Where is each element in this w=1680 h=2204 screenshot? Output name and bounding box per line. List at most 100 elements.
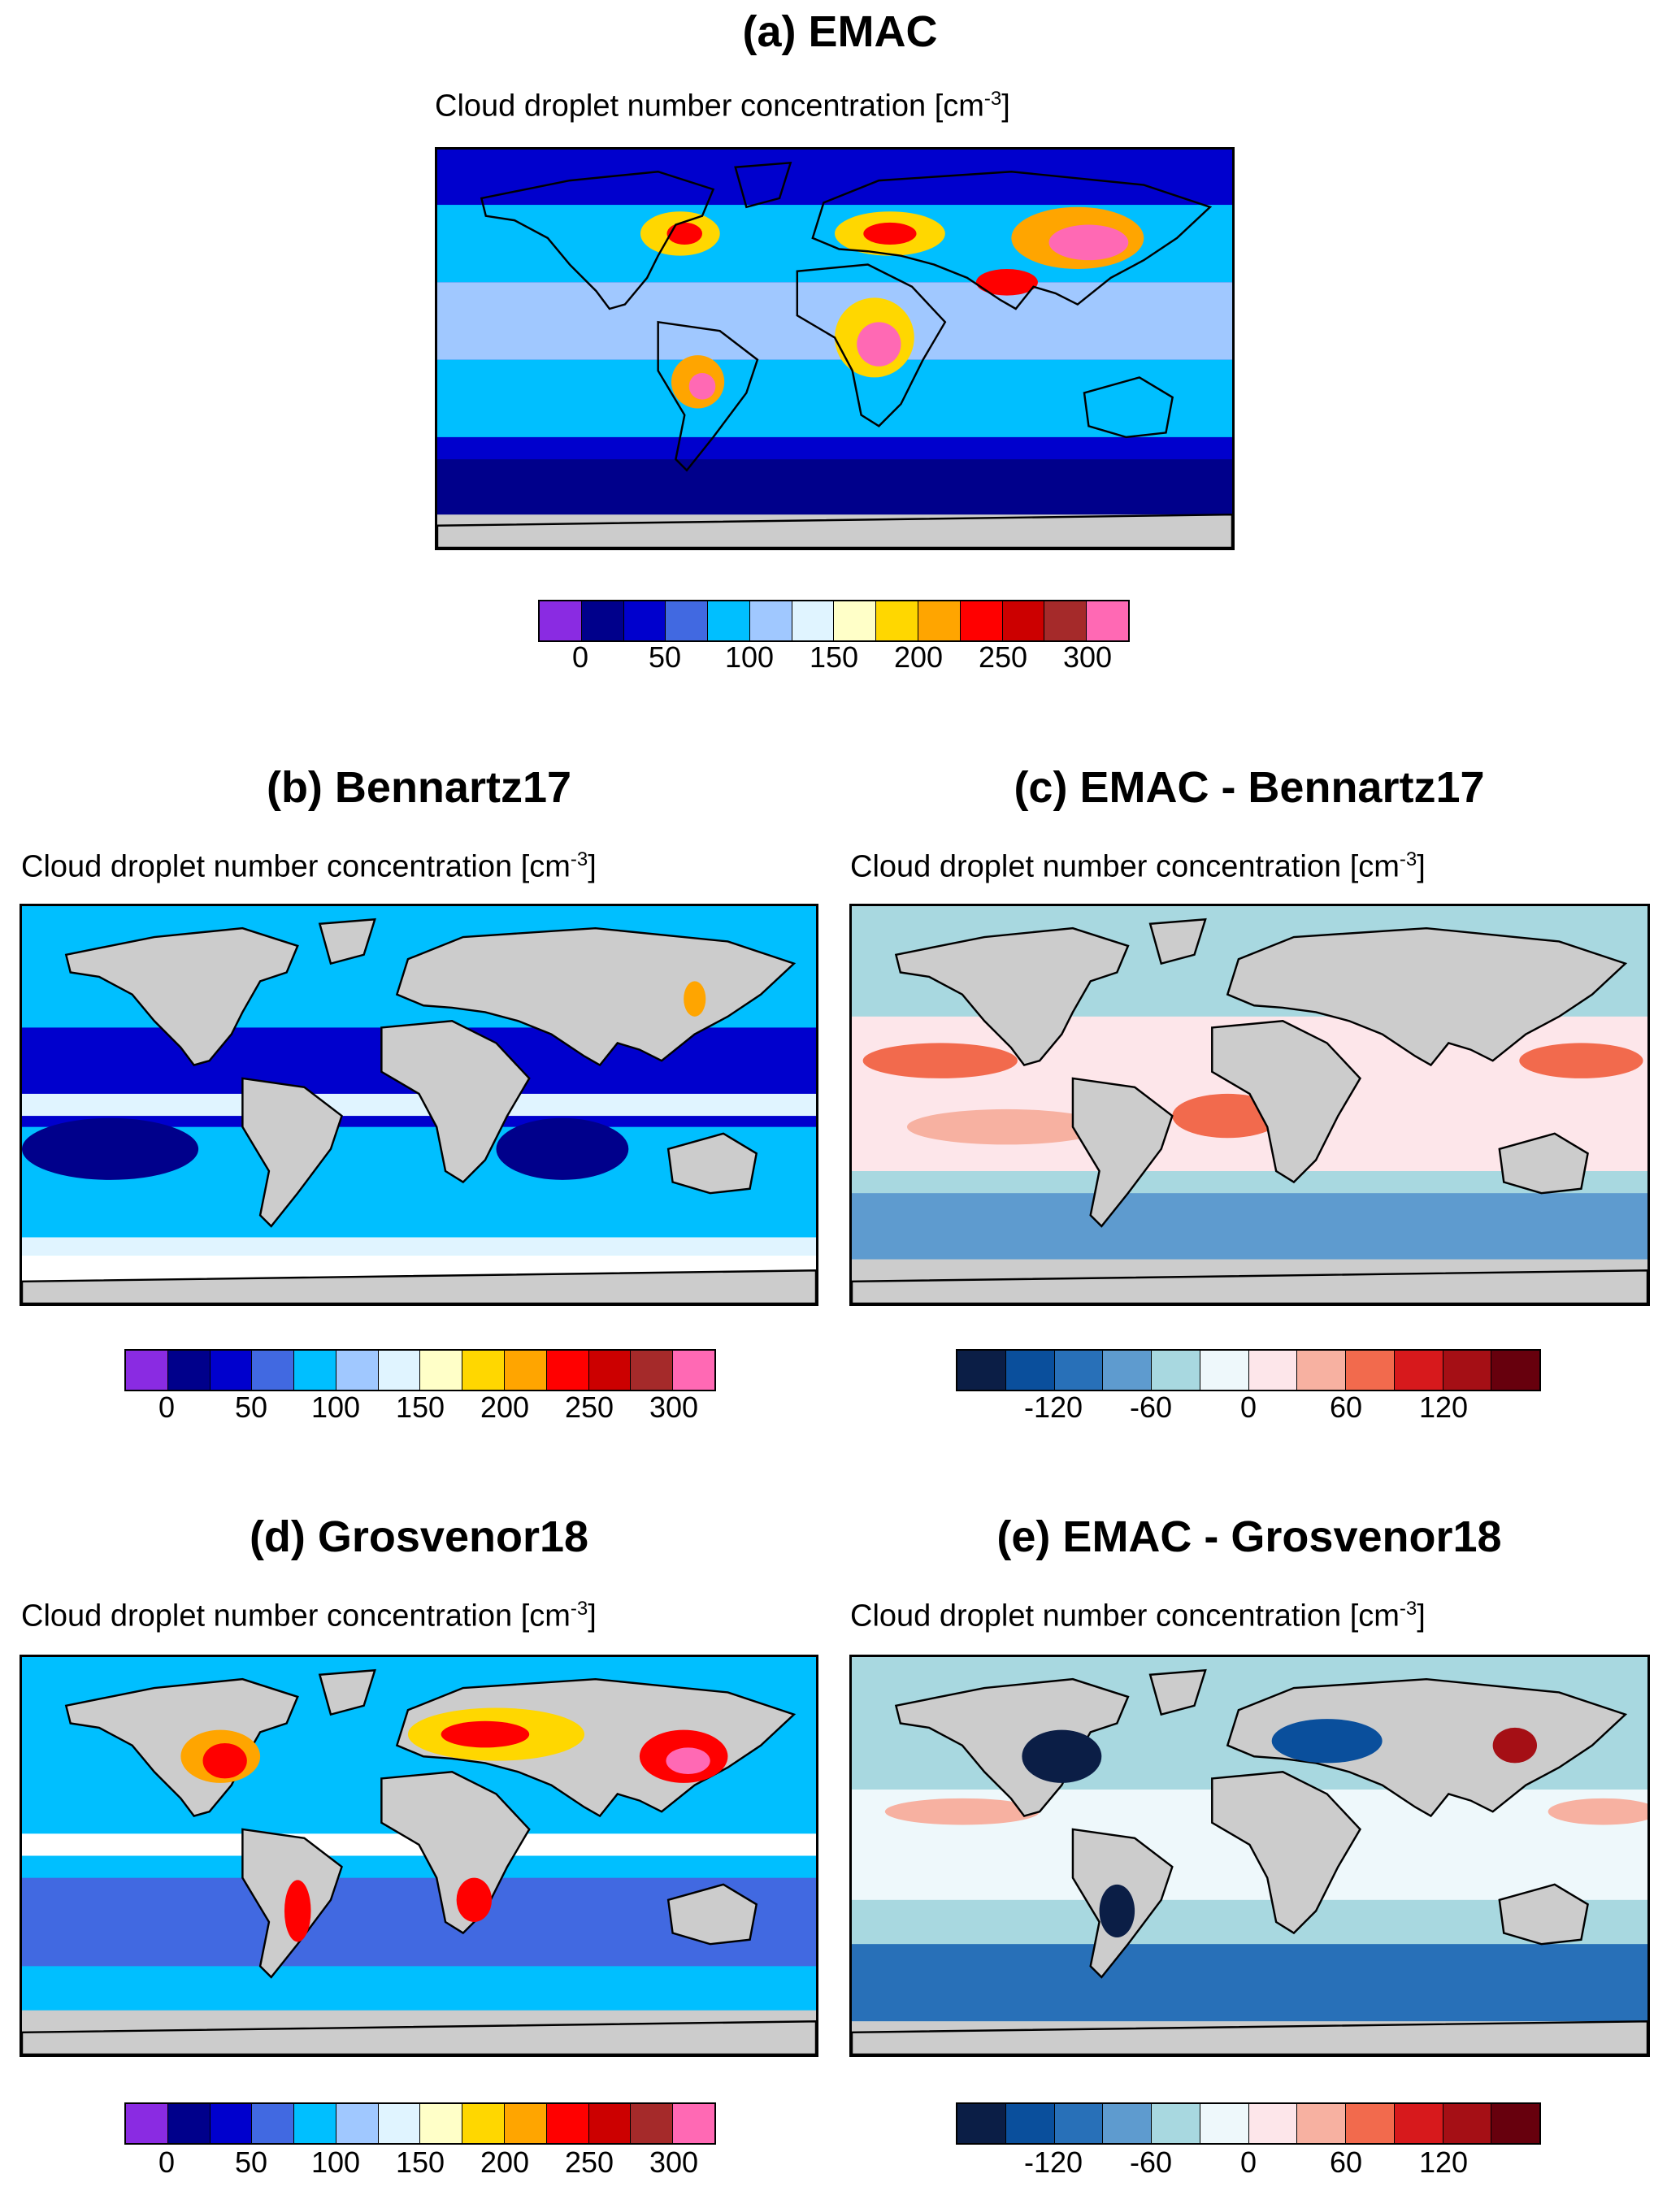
colorbar-swatch <box>462 1351 506 1390</box>
colorbar-swatch <box>167 2104 211 2143</box>
colorbar-tick-label: 60 <box>1329 1391 1363 1424</box>
panel-d-map <box>20 1655 818 2057</box>
panel-d-colorbar-ticks: 0 50 100 150 200 250 300 <box>124 2145 716 2179</box>
panel-d-subtitle-end: ] <box>588 1599 597 1633</box>
colorbar-swatch <box>876 601 919 640</box>
field-patch <box>1271 1719 1383 1764</box>
panel-e-map <box>849 1655 1650 2057</box>
colorbar-tick-label: -120 <box>1023 1391 1083 1424</box>
colorbar-tick-label: 300 <box>1062 640 1113 674</box>
colorbar-swatch <box>1443 2104 1492 2143</box>
colorbar-swatch <box>252 1351 295 1390</box>
colorbar-tick-label: 200 <box>480 2145 530 2179</box>
colorbar-swatch <box>631 1351 674 1390</box>
colorbar-swatch <box>623 601 666 640</box>
colorbar-swatch <box>1103 2104 1152 2143</box>
colorbar-tick-label: 200 <box>893 640 944 674</box>
colorbar-swatch <box>918 601 961 640</box>
continent-outline <box>734 161 792 209</box>
colorbar-swatch <box>378 1351 421 1390</box>
colorbar-tick-label: 150 <box>395 2145 445 2179</box>
panel-c-colorbar <box>956 1349 1541 1391</box>
colorbar-swatch <box>957 1351 1006 1390</box>
colorbar-swatch <box>1200 1351 1249 1390</box>
colorbar-swatch <box>1087 601 1128 640</box>
latitude-band <box>852 1193 1647 1260</box>
continent-outline <box>64 926 299 1067</box>
latitude-band <box>852 1944 1647 2022</box>
field-patch <box>666 1747 710 1774</box>
latitude-band <box>22 1237 816 1256</box>
panel-b-subtitle-end: ] <box>588 849 597 884</box>
field-patch <box>1492 1727 1538 1764</box>
colorbar-tick-label: 150 <box>395 1391 445 1424</box>
field-patch <box>975 269 1038 296</box>
field-patch <box>496 1117 629 1180</box>
panel-a-title: (a) EMAC <box>742 7 938 56</box>
colorbar-swatch <box>749 601 792 640</box>
field-patch <box>862 1043 1018 1078</box>
field-patch <box>456 1877 493 1922</box>
continent-outline <box>811 170 1213 310</box>
continent-outline <box>894 926 1130 1067</box>
colorbar-swatch <box>1152 2104 1200 2143</box>
panel-b-colorbar <box>124 1349 716 1391</box>
continent-outline <box>894 1677 1130 1818</box>
continent-outline <box>22 1269 816 1304</box>
colorbar-swatch <box>420 2104 463 2143</box>
colorbar-tick-label: 100 <box>310 1391 361 1424</box>
colorbar-swatch <box>210 2104 253 2143</box>
panel-a-subtitle-sup: -3 <box>983 88 1002 110</box>
colorbar-swatch <box>336 1351 379 1390</box>
latitude-band <box>437 359 1232 437</box>
continent-outline <box>480 170 715 310</box>
continent-outline <box>666 1883 758 1946</box>
panel-e-map-svg <box>852 1657 1647 2054</box>
colorbar-swatch <box>1346 1351 1395 1390</box>
colorbar-swatch <box>1200 2104 1249 2143</box>
panel-b-subtitle-sup: -3 <box>570 848 588 870</box>
field-patch <box>1022 1729 1102 1783</box>
latitude-band <box>437 282 1232 360</box>
panel-e-subtitle-text: Cloud droplet number concentration [cm <box>850 1599 1400 1633</box>
colorbar-swatch <box>126 1351 168 1390</box>
colorbar-tick-label: 150 <box>809 640 859 674</box>
colorbar-tick-label: 300 <box>649 2145 699 2179</box>
colorbar-swatch <box>1346 2104 1395 2143</box>
field-patch <box>863 222 917 245</box>
continent-outline <box>1071 1077 1174 1228</box>
colorbar-tick-label: 0 <box>158 1391 176 1424</box>
continent-outline <box>657 320 759 472</box>
panel-a-subtitle-text: Cloud droplet number concentration [cm <box>435 89 984 124</box>
field-patch <box>1048 224 1129 261</box>
panel-c-subtitle: Cloud droplet number concentration [cm-3… <box>850 848 1426 885</box>
colorbar-tick-label: 60 <box>1329 2145 1363 2179</box>
colorbar-tick-label: 250 <box>564 2145 614 2179</box>
panel-e-title: (e) EMAC - Grosvenor18 <box>996 1512 1502 1561</box>
colorbar-swatch <box>1491 2104 1539 2143</box>
colorbar-swatch <box>1297 2104 1346 2143</box>
colorbar-swatch <box>252 2104 295 2143</box>
panel-c-map <box>849 904 1650 1306</box>
continent-outline <box>1211 1020 1361 1184</box>
colorbar-swatch <box>1005 2104 1055 2143</box>
colorbar-swatch <box>588 1351 632 1390</box>
panel-e-subtitle-end: ] <box>1417 1599 1426 1633</box>
panel-a-map <box>435 147 1235 550</box>
colorbar-tick-label: -120 <box>1023 2145 1083 2179</box>
colorbar-swatch <box>294 2104 336 2143</box>
panel-d-subtitle: Cloud droplet number concentration [cm-3… <box>21 1598 597 1634</box>
colorbar-tick-label: 120 <box>1418 2145 1469 2179</box>
colorbar-swatch <box>1044 601 1087 640</box>
field-patch <box>857 322 901 367</box>
colorbar-tick-label: 200 <box>480 1391 530 1424</box>
latitude-band <box>22 1093 816 1117</box>
panel-d-title: (d) Grosvenor18 <box>249 1512 589 1561</box>
continent-outline <box>64 1677 299 1818</box>
colorbar-swatch <box>505 1351 547 1390</box>
colorbar-swatch <box>1152 1351 1200 1390</box>
panel-b-subtitle-text: Cloud droplet number concentration [cm <box>21 849 571 884</box>
continent-outline <box>1226 1677 1628 1818</box>
colorbar-tick-label: 120 <box>1418 1391 1469 1424</box>
colorbar-swatch <box>540 601 582 640</box>
